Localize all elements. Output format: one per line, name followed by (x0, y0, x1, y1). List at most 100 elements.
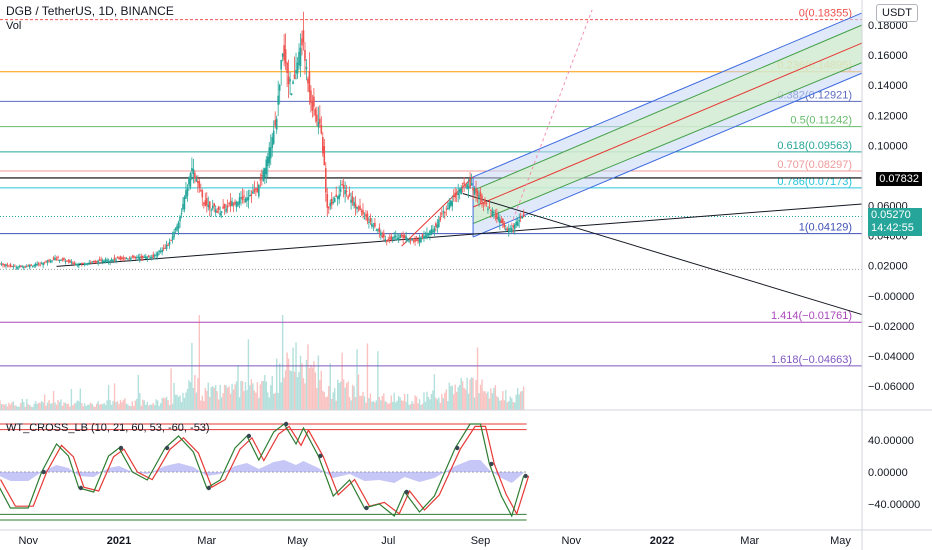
candle-body (446, 208, 449, 210)
volume-bar (109, 400, 111, 410)
candle-body (403, 235, 406, 238)
candle-body (127, 258, 129, 260)
volume-bar (451, 385, 453, 410)
candle-body (284, 49, 287, 64)
descending-trendline (462, 192, 863, 316)
volume-bar (70, 388, 73, 410)
volume-bar (322, 390, 324, 410)
volume-bar (390, 395, 392, 410)
volume-bar (317, 355, 320, 410)
volume-bar (192, 387, 195, 410)
volume-bar (380, 400, 382, 410)
volume-bar (103, 402, 105, 410)
candle-body (353, 201, 355, 206)
volume-bar (58, 401, 61, 410)
candle-body (485, 202, 488, 205)
volume-bar (519, 391, 522, 410)
wt-cross-dot (206, 485, 211, 491)
volume-bar (491, 393, 494, 410)
volume-bar (87, 404, 89, 410)
candle-body (513, 224, 516, 230)
candle-body (316, 114, 318, 122)
candle-body (400, 234, 403, 236)
candle-body (381, 235, 384, 238)
candle-body (478, 195, 480, 198)
volume-bar (384, 401, 386, 410)
volume-bar (48, 400, 50, 410)
candle-body (24, 266, 27, 268)
volume-bar (359, 395, 361, 410)
candle-body (98, 259, 101, 261)
candle-body (146, 257, 149, 259)
volume-bar (261, 381, 263, 410)
candle-body (461, 183, 464, 185)
volume-bar (88, 404, 90, 410)
volume-bar (219, 384, 221, 410)
candle-body (371, 223, 373, 227)
candle-body (229, 200, 232, 206)
volume-bar (351, 384, 354, 410)
candle-body (20, 265, 22, 268)
candle-body (278, 85, 281, 91)
candle-body (424, 235, 427, 239)
volume-bar (179, 395, 181, 410)
candle-body (188, 177, 190, 185)
currency-button[interactable]: USDT (876, 4, 918, 22)
candle-body (473, 187, 476, 195)
wt-cross-dot (318, 453, 323, 459)
candle-body (125, 258, 128, 260)
candle-body (330, 198, 333, 205)
volume-bar (18, 406, 21, 410)
volume-bar (387, 404, 389, 410)
price-tick-label: −0.04000 (868, 351, 914, 363)
volume-bar (417, 403, 419, 410)
time-tick-label: Jul (381, 535, 395, 547)
candle-body (344, 190, 346, 195)
candle-body (430, 229, 433, 235)
volume-bar (128, 406, 131, 410)
candle-body (332, 202, 335, 204)
candle-body (130, 257, 132, 260)
candle-body (101, 260, 104, 263)
candle-body (387, 239, 390, 241)
volume-bar (478, 393, 480, 410)
candle-body (250, 194, 253, 196)
candle-body (2, 263, 4, 265)
candle-body (280, 59, 282, 70)
volume-bar (381, 395, 384, 410)
last-price-value: 0.05270 (871, 209, 911, 221)
candle-body (420, 237, 422, 242)
volume-bar (308, 368, 311, 410)
volume-bar (250, 379, 253, 410)
volume-bar (118, 404, 120, 410)
volume-bar (222, 393, 224, 410)
volume-bar (122, 399, 125, 410)
volume-bar (345, 382, 348, 410)
volume-bar (79, 388, 82, 410)
candle-body (454, 192, 457, 198)
candle-body (104, 259, 107, 263)
volume-bar (280, 382, 282, 410)
volume-bar (328, 385, 330, 410)
candle-body (268, 147, 271, 164)
volume-bar (332, 392, 334, 410)
candle-body (417, 238, 419, 242)
candle-body (521, 215, 523, 219)
time-tick-label: Mar (740, 535, 759, 547)
candle-body (469, 178, 471, 188)
volume-bar (173, 382, 175, 410)
volume-bar (39, 402, 41, 410)
volume-bar (76, 400, 79, 410)
wt-cross-dot (78, 485, 84, 491)
volume-bar (243, 391, 245, 410)
volume-bar (326, 396, 328, 410)
volume-bar (441, 393, 443, 410)
time-tick-label: 2022 (650, 535, 674, 547)
candle-body (70, 261, 73, 263)
volume-bar (475, 380, 477, 410)
volume-bar (289, 370, 291, 410)
candle-body (499, 218, 501, 224)
volume-bar (198, 315, 201, 410)
candle-body (512, 225, 515, 228)
volume-bar (274, 393, 276, 410)
